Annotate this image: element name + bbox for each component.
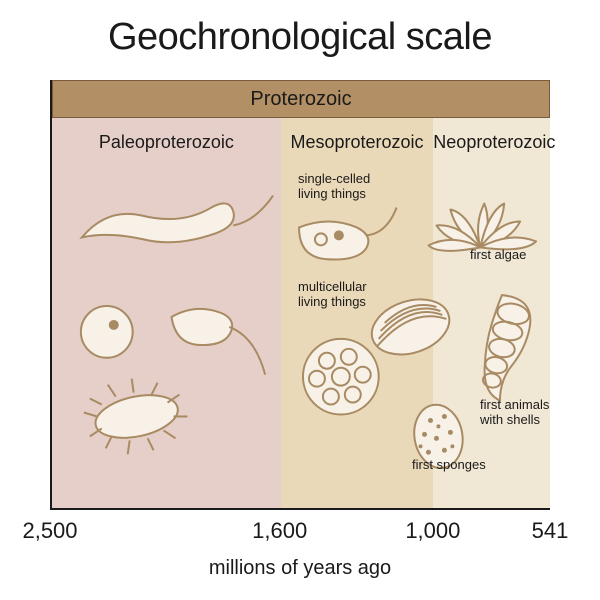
caption-single-celled: single-celledliving things	[298, 172, 370, 202]
eon-bar: Proterozoic	[52, 80, 550, 118]
tick: 2,500	[22, 518, 77, 544]
caption-first-algae: first algae	[470, 248, 526, 263]
era-label: Paleoproterozoic	[52, 118, 281, 153]
caption-multicellular: multicellularliving things	[298, 280, 367, 310]
era-paleoproterozoic: Paleoproterozoic	[52, 118, 281, 508]
page-title: Geochronological scale	[0, 0, 600, 69]
caption-first-sponges: first sponges	[412, 458, 486, 473]
tick: 541	[532, 518, 569, 544]
x-axis-title: millions of years ago	[0, 557, 600, 580]
tick: 1,000	[405, 518, 460, 544]
eon-label: Proterozoic	[250, 88, 351, 111]
caption-first-shells: first animalswith shells	[480, 398, 549, 428]
era-neoproterozoic: Neoproterozoic	[433, 118, 550, 508]
era-label: Neoproterozoic	[433, 118, 550, 153]
tick: 1,600	[252, 518, 307, 544]
x-axis-ticks: 2,500 1,600 1,000 541	[50, 518, 550, 546]
era-label: Mesoproterozoic	[281, 118, 434, 153]
chart-area: Proterozoic Paleoproterozoic Mesoprotero…	[50, 80, 550, 510]
